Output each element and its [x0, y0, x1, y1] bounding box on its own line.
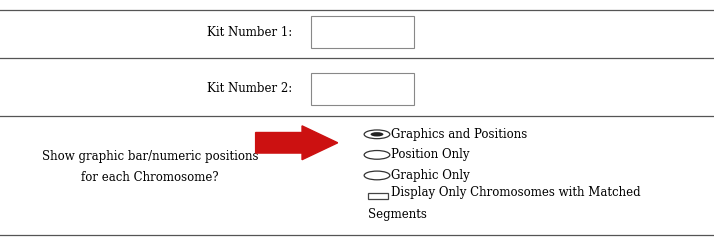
Circle shape [364, 151, 390, 159]
Text: Position Only: Position Only [391, 148, 470, 161]
Text: for each Chromosome?: for each Chromosome? [81, 171, 218, 184]
Bar [311, 73, 414, 105]
Bar [311, 16, 414, 48]
Text: Graphics and Positions: Graphics and Positions [391, 128, 528, 141]
Text: Segments: Segments [368, 208, 427, 221]
Circle shape [364, 171, 390, 180]
Text: Show graphic bar/numeric positions: Show graphic bar/numeric positions [41, 150, 258, 163]
Circle shape [371, 132, 383, 136]
Bar [368, 193, 388, 199]
Text: Kit Number 1:: Kit Number 1: [208, 26, 293, 39]
Text: Kit Number 2:: Kit Number 2: [208, 82, 293, 95]
Text: Display Only Chromosomes with Matched: Display Only Chromosomes with Matched [391, 186, 641, 199]
Text: Graphic Only: Graphic Only [391, 169, 470, 182]
Circle shape [364, 130, 390, 139]
FancyArrow shape [256, 126, 338, 160]
